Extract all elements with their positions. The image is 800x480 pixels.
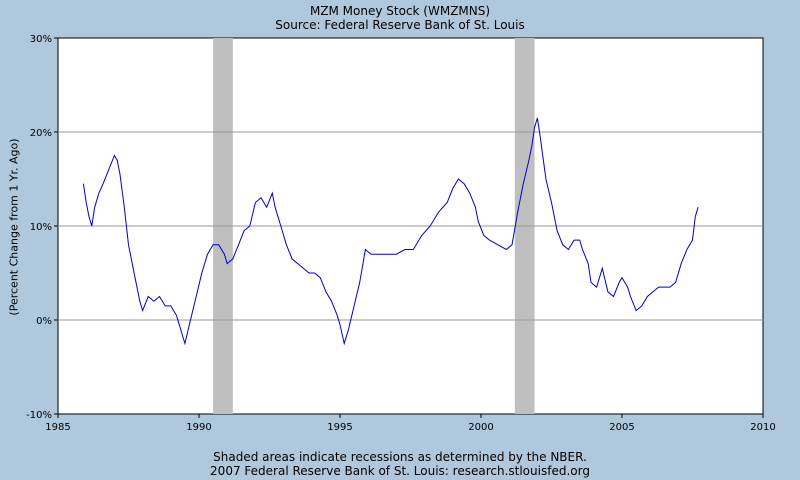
chart-subtitle: Source: Federal Reserve Bank of St. Loui… xyxy=(275,18,525,32)
y-tick-label-4: 30% xyxy=(30,34,52,45)
series-layer xyxy=(82,117,699,346)
x-tick-label-5: 2010 xyxy=(750,422,775,433)
y-tick-label-1: 0% xyxy=(36,316,52,327)
y-tick-label-2: 10% xyxy=(30,222,52,233)
x-tick-label-3: 2000 xyxy=(468,422,493,433)
y-tick-label-3: 20% xyxy=(30,128,52,139)
chart-title: MZM Money Stock (WMZMNS) xyxy=(309,4,491,18)
series-line-0 xyxy=(82,117,699,346)
x-tick-label-2: 1995 xyxy=(327,422,352,433)
axis-layer: -10% 0% 10% 20% 30% 1985 1990 1995 2000 2005 2010 xyxy=(26,34,776,433)
footer-note: Shaded areas indicate recessions as dete… xyxy=(213,450,587,464)
grid-layer xyxy=(58,131,763,321)
y-tick-label-0: -10% xyxy=(26,410,52,421)
x-tick-label-4: 2005 xyxy=(609,422,634,433)
x-tick-label-1: 1990 xyxy=(186,422,211,433)
footer-credit: 2007 Federal Reserve Bank of St. Louis: … xyxy=(210,464,590,478)
x-tick-label-0: 1985 xyxy=(45,422,70,433)
